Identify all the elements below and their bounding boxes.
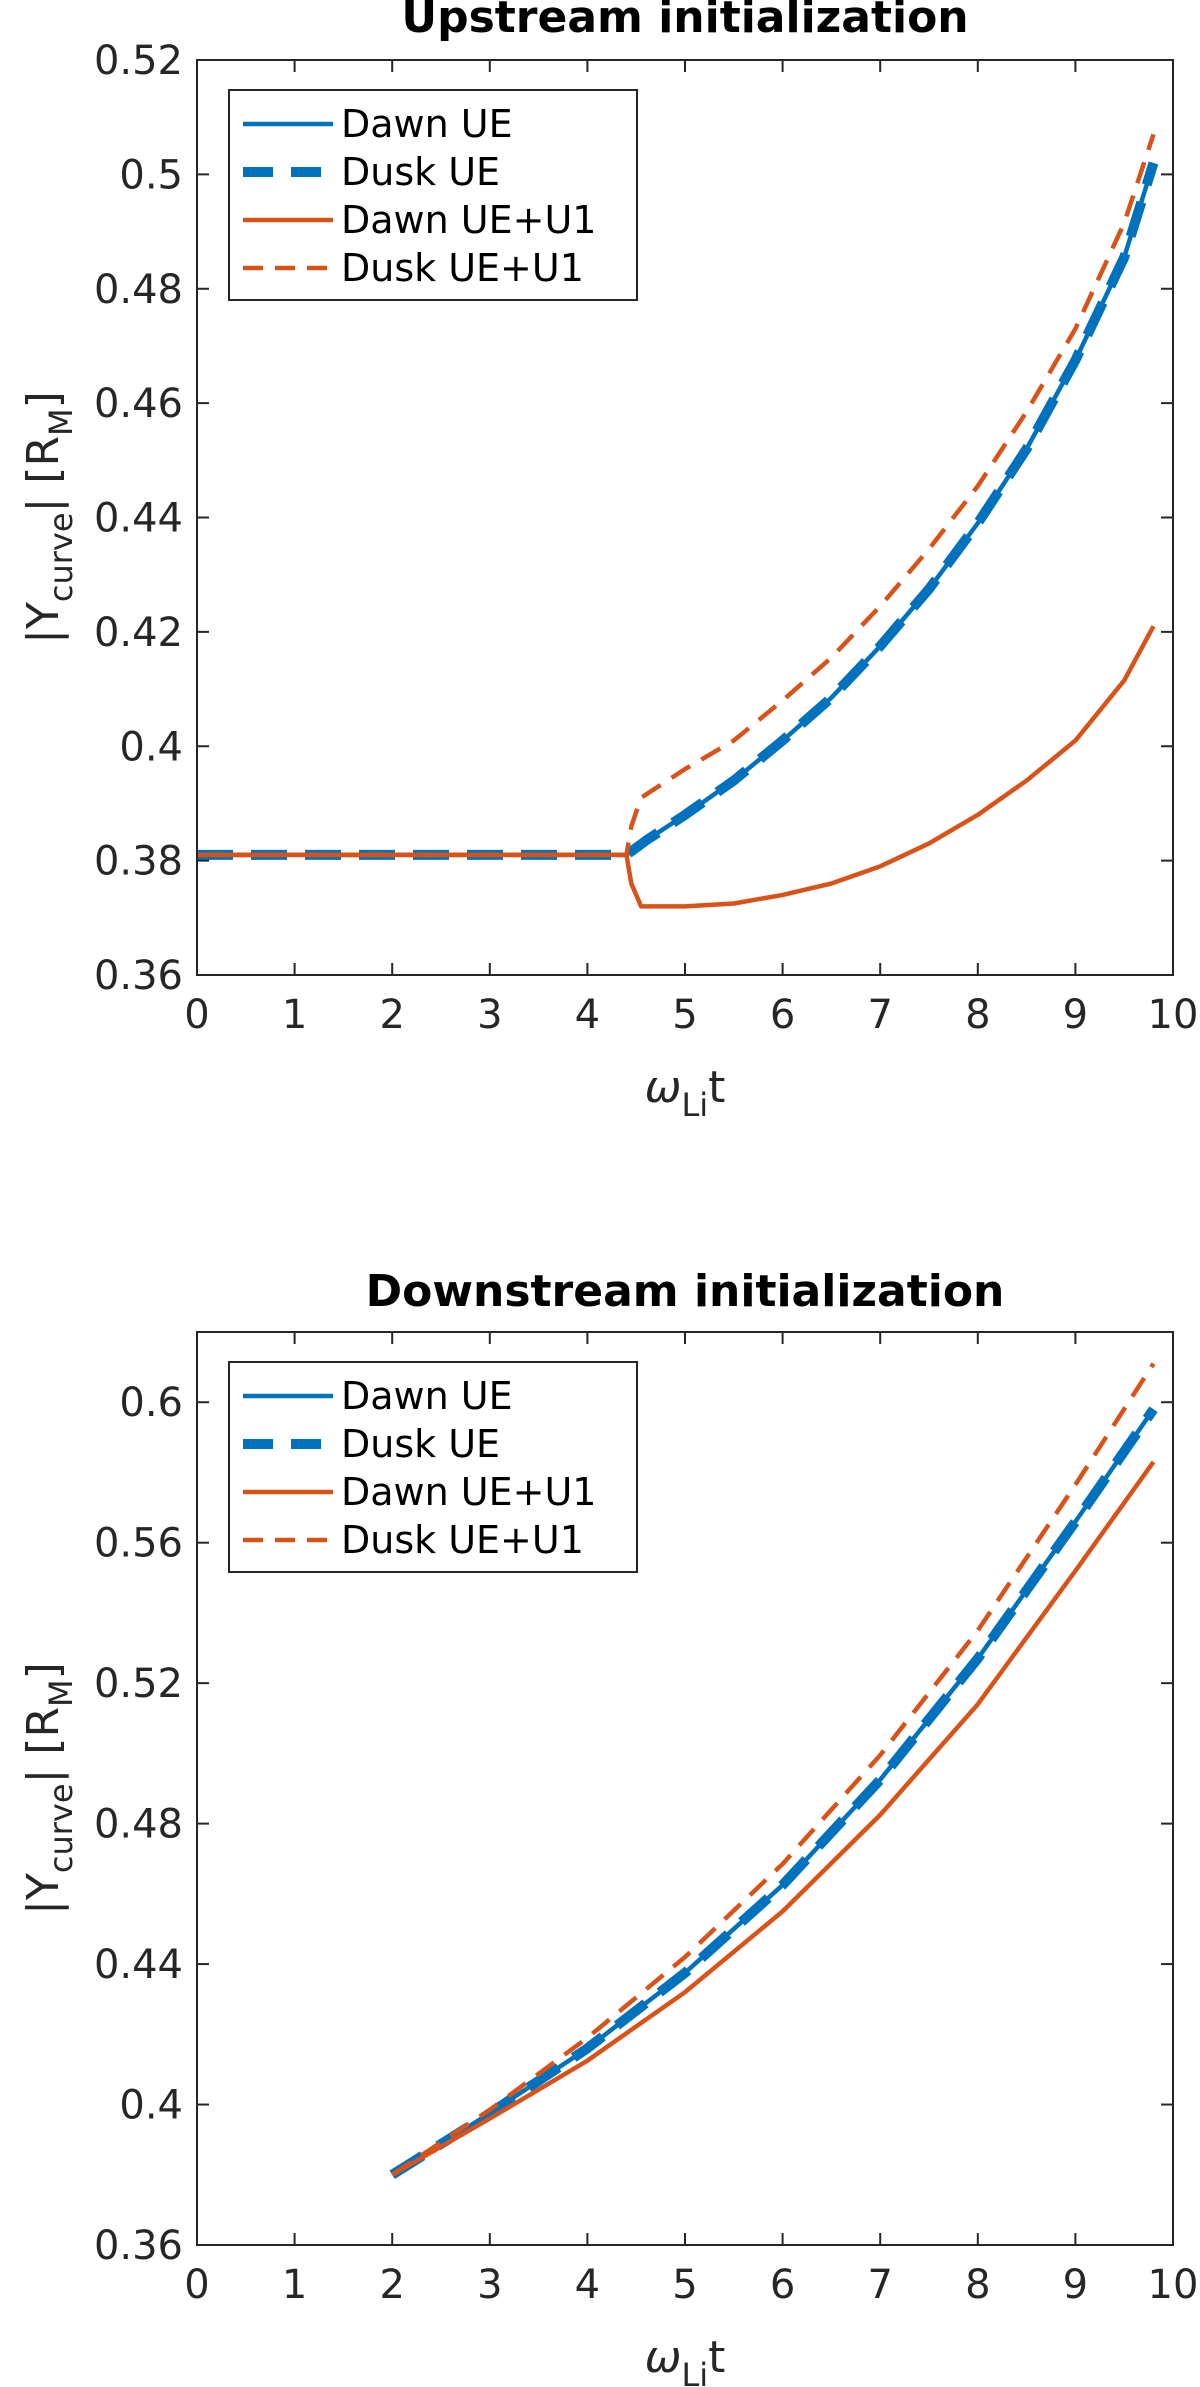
x-tick-label: 1 [282,992,307,1038]
y-tick-label: 0.38 [94,839,183,885]
x-tick-label: 4 [575,992,600,1038]
y-tick-label: 0.56 [94,1521,183,1567]
chart-title: Upstream initialization [401,0,968,43]
chart-title: Downstream initialization [366,1266,1005,1317]
x-tick-label: 0 [184,2262,209,2308]
y-tick-label: 0.52 [94,1661,183,1707]
y-tick-label: 0.44 [94,1942,183,1988]
x-tick-label: 0 [184,992,209,1038]
x-tick-label: 6 [770,2262,795,2308]
y-axis-label: |Ycurve| [RM] [18,391,80,644]
series-line-dawn-ue-u1 [391,1460,1156,2177]
x-tick-label: 1 [282,2262,307,2308]
legend-label: Dusk UE+U1 [341,1518,584,1562]
legend-label: Dawn UE+U1 [341,198,596,242]
x-tick-label: 10 [1148,992,1199,1038]
x-tick-label: 2 [379,992,404,1038]
x-tick-label: 3 [477,2262,502,2308]
x-tick-label: 10 [1148,2262,1199,2308]
x-axis-label: ωLit [645,1062,726,1124]
y-tick-label: 0.36 [94,953,183,999]
x-tick-label: 7 [867,2262,892,2308]
series-line-dawn-ue-u1 [197,625,1156,909]
x-tick-label: 3 [477,992,502,1038]
legend-label: Dawn UE [341,102,513,146]
y-axis-label: |Ycurve| [RM] [18,1662,80,1915]
y-tick-label: 0.44 [94,496,183,542]
x-tick-label: 4 [575,2262,600,2308]
y-tick-label: 0.5 [119,152,183,198]
x-tick-label: 6 [770,992,795,1038]
legend-label: Dawn UE [341,1374,513,1418]
chart-downstream: Downstream initialization 0 1 2 3 4 5 6 7 8 9 10 0.3… [18,1266,1198,2387]
y-tick-label: 0.52 [94,38,183,84]
series-group [389,1362,1158,2180]
x-tick-label: 7 [867,992,892,1038]
x-tick-label: 9 [1063,2262,1088,2308]
x-axis-label: ωLit [645,2332,726,2387]
y-tick-label: 0.42 [94,610,183,656]
legend-label: Dawn UE+U1 [341,1470,596,1514]
x-tick-label: 5 [672,992,697,1038]
legend-label: Dusk UE [341,150,500,194]
y-tick-label: 0.4 [119,2083,183,2129]
series-line-dusk-ue-u1 [197,133,1156,858]
y-tick-label: 0.46 [94,381,183,427]
chart-upstream: Upstream initialization 0 1 2 3 4 5 6 7 8 9 10 0.36 0… [18,0,1198,1124]
y-tick-label: 0.36 [94,2223,183,2269]
legend-label: Dusk UE [341,1422,500,1466]
series-line-dusk-ue [389,1406,1158,2180]
y-tick-label: 0.4 [119,724,183,770]
series-group [197,133,1159,909]
x-tick-label: 5 [672,2262,697,2308]
y-tick-label: 0.6 [119,1380,183,1426]
legend-label: Dusk UE+U1 [341,246,584,290]
x-tick-label: 9 [1063,992,1088,1038]
series-line-dusk-ue [197,161,1159,860]
y-tick-label: 0.48 [94,1802,183,1848]
x-tick-label: 8 [965,992,990,1038]
y-tick-label: 0.48 [94,267,183,313]
series-line-dusk-ue-u1 [390,1362,1156,2177]
x-tick-label: 2 [379,2262,404,2308]
x-tick-label: 8 [965,2262,990,2308]
